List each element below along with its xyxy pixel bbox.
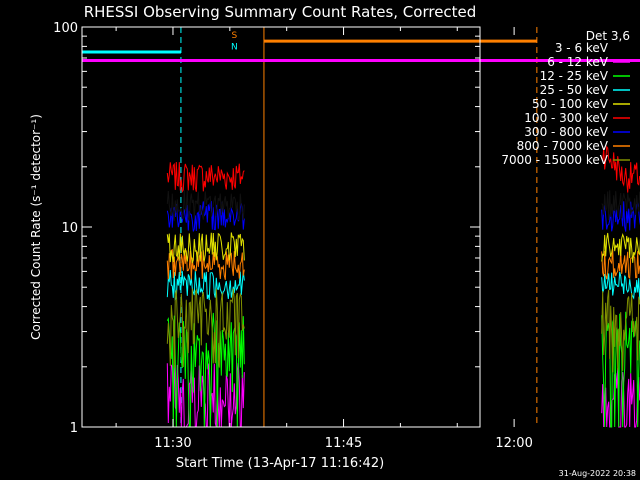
footer-date: 31-Aug-2022 20:38 <box>559 469 636 478</box>
legend-entry-label: 800 - 7000 keV <box>517 139 609 153</box>
plot-area: SNA0 <box>81 27 640 428</box>
legend-entry-label: 7000 - 15000 keV <box>501 153 608 167</box>
series-trace <box>166 288 245 368</box>
x-tick-label: 12:00 <box>495 436 532 451</box>
y-tick-label: 10 <box>61 221 78 236</box>
y-tick-label: 1 <box>70 421 78 436</box>
night-marker-label: N <box>231 43 238 53</box>
series-trace <box>166 362 245 428</box>
legend-entry-label: 50 - 100 keV <box>532 97 609 111</box>
x-tick-label: 11:30 <box>154 436 191 451</box>
series-trace <box>166 200 245 232</box>
x-axis-label: Start Time (13-Apr-17 11:16:42) <box>176 456 384 471</box>
series-trace <box>166 248 245 280</box>
y-axis: 1 10 100 <box>53 21 480 436</box>
series-trace <box>166 161 245 193</box>
legend-entry-label: 3 - 6 keV <box>555 41 609 55</box>
x-tick-label: 11:45 <box>325 436 362 451</box>
series-trace <box>166 232 245 264</box>
series-trace <box>166 190 245 222</box>
legend-title: Det 3,6 <box>586 29 630 43</box>
legend-entry-label: 25 - 50 keV <box>540 83 609 97</box>
legend-entry-label: 100 - 300 keV <box>524 111 608 125</box>
chart-title: RHESSI Observing Summary Count Rates, Co… <box>84 3 477 21</box>
series-trace <box>166 269 245 302</box>
y-axis-label: Corrected Count Rate (s⁻¹ detector⁻¹) <box>29 114 43 340</box>
series-trace <box>166 312 245 428</box>
saa-marker-label: S <box>232 31 238 41</box>
legend-entry-label: 12 - 25 keV <box>540 69 609 83</box>
y-tick-label: 100 <box>53 21 78 36</box>
legend-entry-label: 300 - 800 keV <box>524 125 608 139</box>
legend-entry-label: 6 - 12 keV <box>547 55 609 69</box>
